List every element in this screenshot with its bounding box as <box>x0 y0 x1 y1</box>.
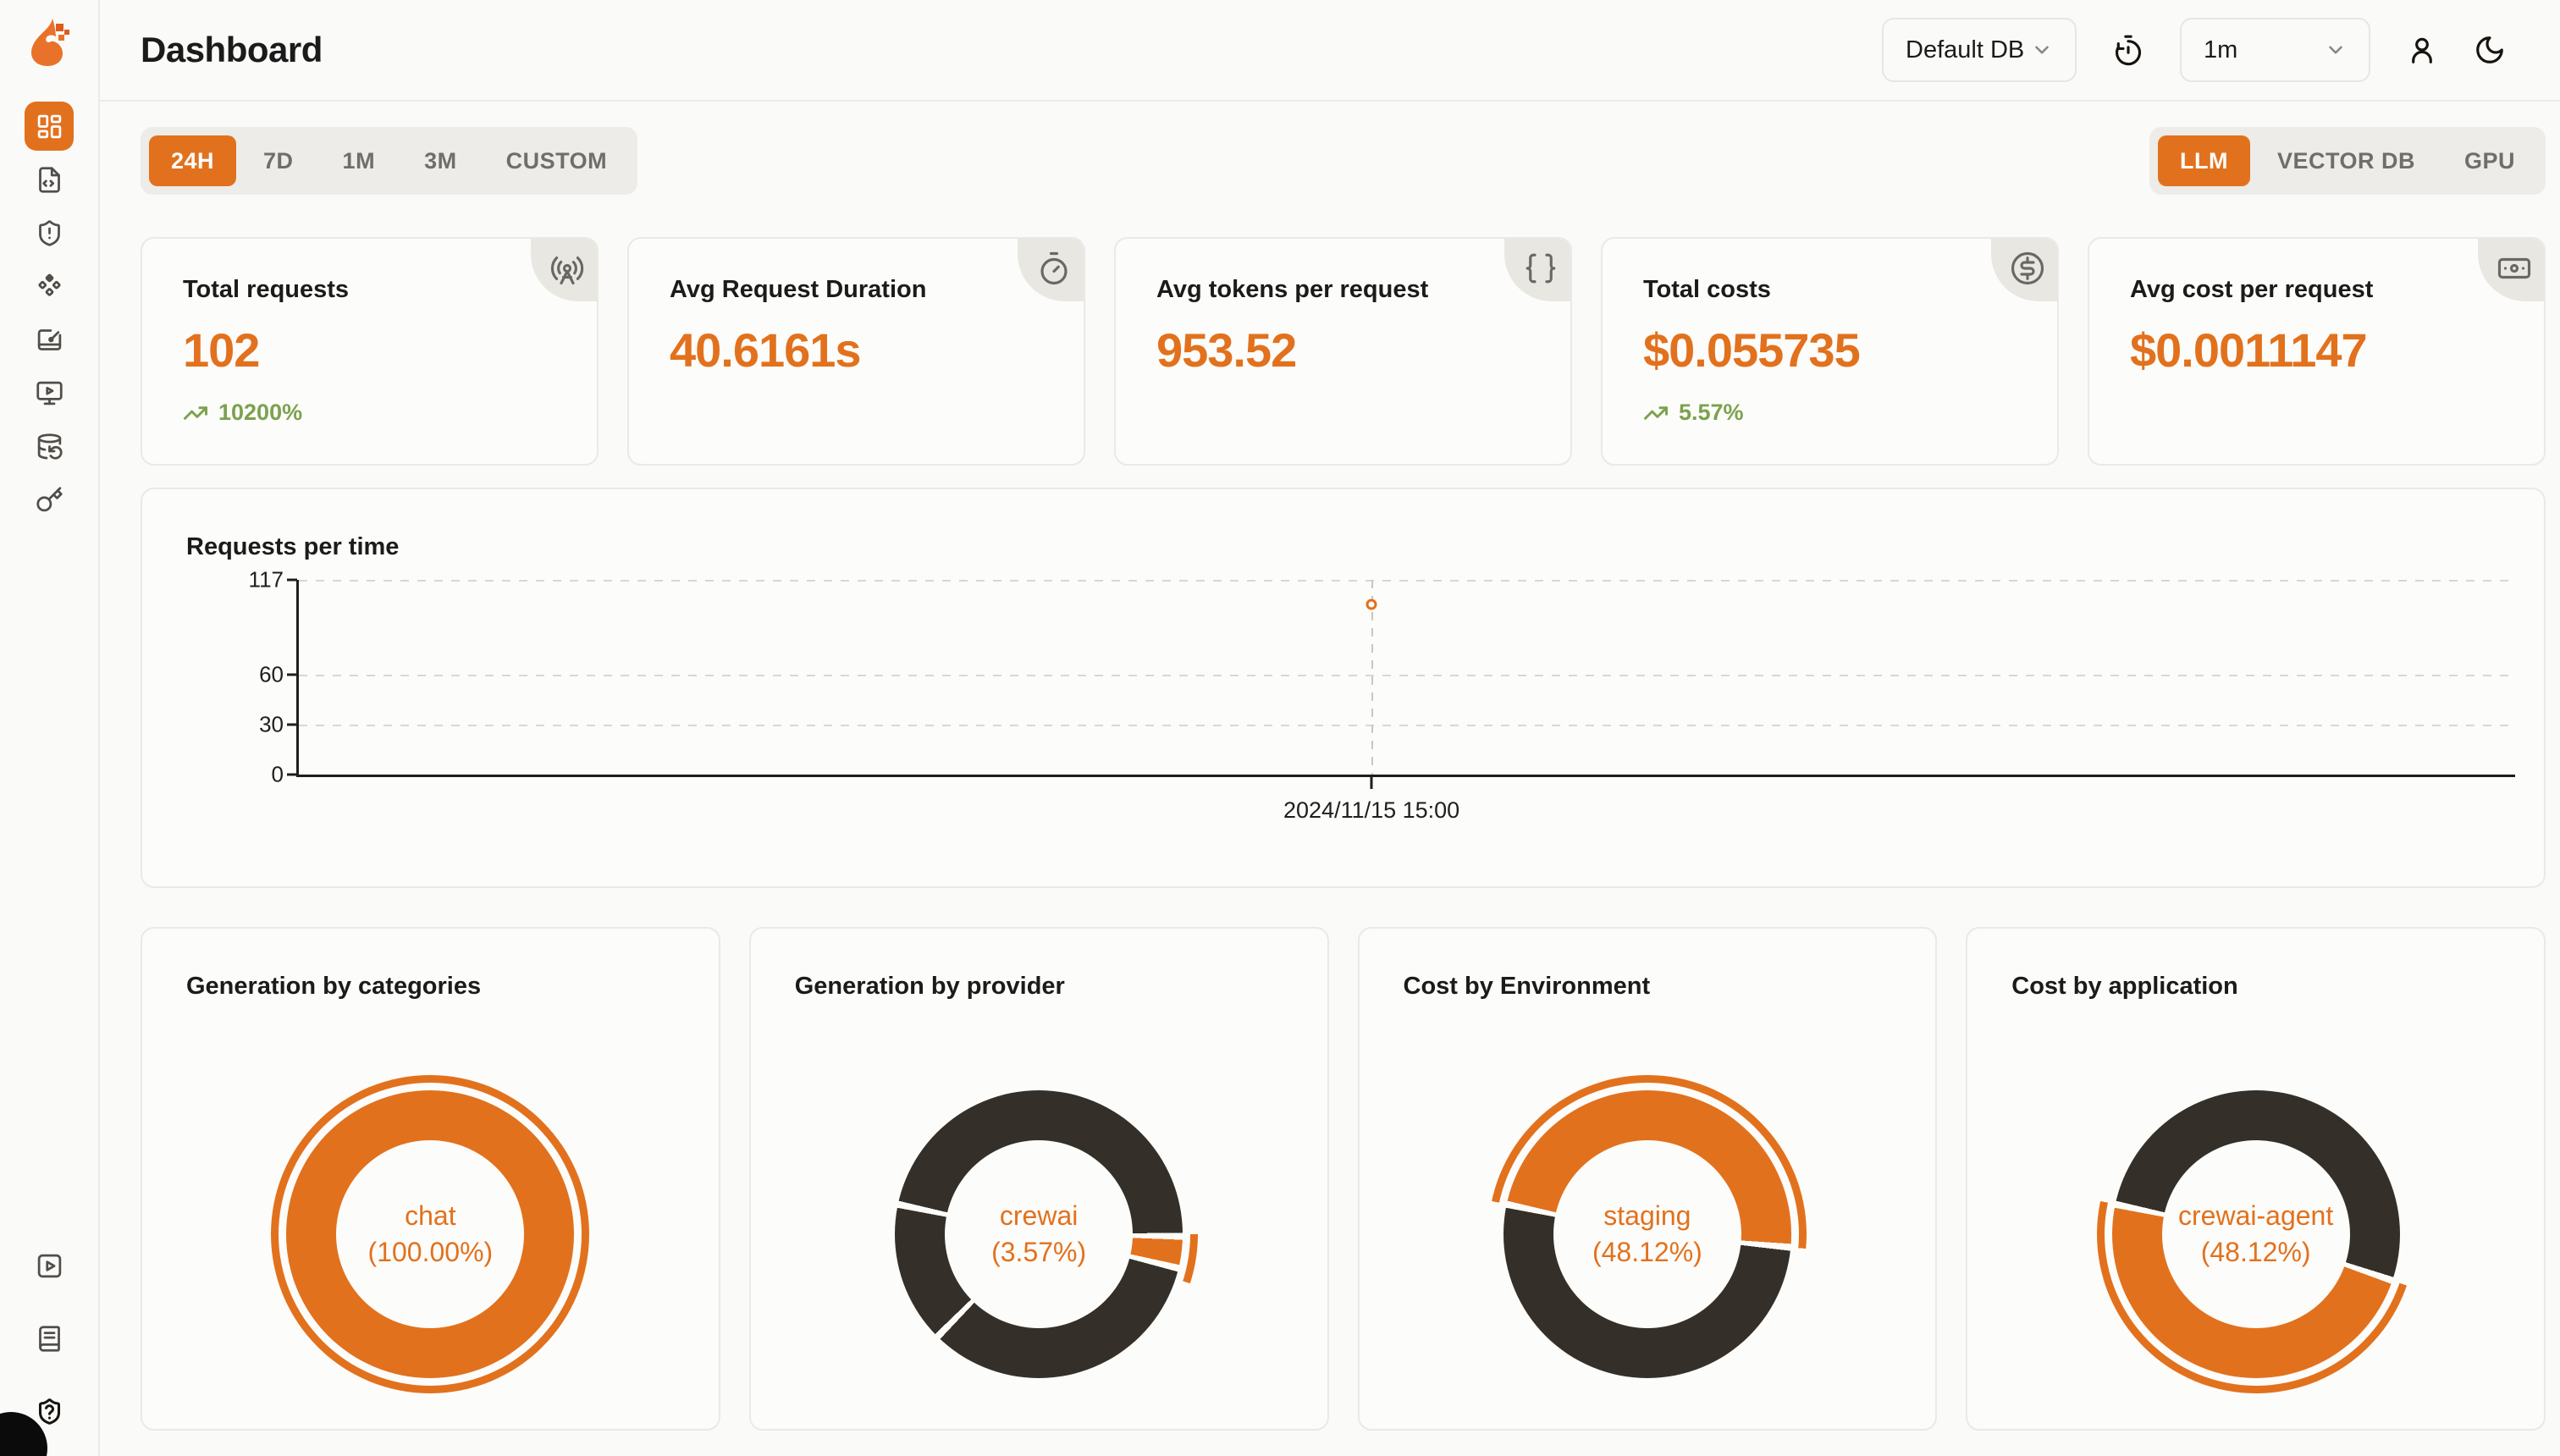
stat-card-total-requests: Total requests 102 10200% <box>141 237 599 466</box>
stat-value: 40.6161s <box>670 323 862 377</box>
banknote-icon <box>2497 257 2531 279</box>
stat-card-avg-tokens: Avg tokens per request 953.52 <box>1114 237 1572 466</box>
stat-label: Avg tokens per request <box>1156 276 1429 303</box>
sidebar-item-evaluations[interactable] <box>25 315 74 364</box>
stat-value: 953.52 <box>1156 323 1297 377</box>
donut-title: Generation by categories <box>186 973 482 1000</box>
trend-up-icon <box>184 405 207 420</box>
refresh-interval-select[interactable]: 1m <box>2180 18 2370 82</box>
stat-card-avg-cost: Avg cost per request $0.0011147 <box>2088 237 2546 466</box>
environment-donut-chart: staging (48.12%) <box>1487 1075 1807 1393</box>
timer-reset-icon[interactable] <box>2112 34 2144 66</box>
refresh-interval-value: 1m <box>2204 36 2238 63</box>
tab-3m[interactable]: 3M <box>402 135 479 186</box>
generation-by-provider-card: Generation by provider crewai (3.57%) <box>748 927 1329 1431</box>
chevron-down-icon <box>2035 46 2049 54</box>
sidebar-item-exceptions[interactable] <box>25 208 74 257</box>
header-controls: Default DB 1m <box>1882 18 2506 82</box>
radio-tower-icon <box>550 256 584 285</box>
trend-up-icon <box>1644 405 1668 420</box>
header: Dashboard Default DB 1m <box>100 0 2560 102</box>
database-backup-icon <box>37 433 63 460</box>
key-icon <box>36 486 63 511</box>
sidebar-item-support[interactable] <box>25 1387 74 1436</box>
main-content: 24H 7D 1M 3M CUSTOM LLM VECTOR DB GPU To… <box>100 102 2560 1431</box>
donut-center-label: crewai-agent (48.12%) <box>2178 1200 2334 1267</box>
stat-value: $0.0011147 <box>2130 323 2368 377</box>
stat-value: 102 <box>183 323 260 377</box>
moon-icon[interactable] <box>2474 34 2506 66</box>
book-icon <box>38 1325 60 1352</box>
stat-label: Avg cost per request <box>2130 276 2374 303</box>
braces-icon <box>1526 253 1556 284</box>
categories-donut-chart: chat (100.00%) <box>271 1075 590 1393</box>
sidebar-item-api-keys[interactable] <box>25 475 74 524</box>
openlit-flame-logo <box>22 15 76 69</box>
tab-24h[interactable]: 24H <box>149 135 237 186</box>
stat-cards-row: Total requests 102 10200% Avg Request Du… <box>141 237 2546 466</box>
shield-alert-icon <box>38 219 60 246</box>
line-data-point <box>1366 598 1377 610</box>
square-play-icon <box>37 1254 61 1277</box>
category-tabs: LLM VECTOR DB GPU <box>2149 127 2546 195</box>
shield-question-icon <box>38 1398 60 1425</box>
sidebar <box>0 0 100 1456</box>
stat-delta: 5.57% <box>1643 400 2017 426</box>
donut-center-label: chat (100.00%) <box>367 1200 494 1267</box>
tab-1m[interactable]: 1M <box>321 135 398 186</box>
sidebar-item-requests[interactable] <box>25 155 74 204</box>
requests-plot: 0 30 60 117 2024/11/15 15:00 <box>249 567 2515 823</box>
chevron-down-icon <box>2329 46 2342 54</box>
layout-dashboard-icon <box>37 114 61 138</box>
stat-label: Total costs <box>1643 276 1771 303</box>
file-code-icon <box>38 166 60 193</box>
dollar-circle-icon <box>2011 251 2044 285</box>
generation-by-categories-card: Generation by categories chat (100.00%) <box>141 927 720 1431</box>
donut-cards-row: Generation by categories chat (100.00%) … <box>141 927 2546 1431</box>
sidebar-item-database-config[interactable] <box>25 422 74 471</box>
requests-per-time-card: Requests per time 0 30 60 117 2024/11/15 15:… <box>141 488 2546 888</box>
chart-title: Requests per time <box>186 533 400 560</box>
cost-by-application-card: Cost by application crewai-agent (48.12%… <box>1966 927 2546 1431</box>
database-select[interactable]: Default DB <box>1882 18 2077 82</box>
stat-card-avg-duration: Avg Request Duration 40.6161s <box>627 237 1085 466</box>
donut-title: Cost by Environment <box>1403 973 1651 1000</box>
donut-title: Cost by application <box>2011 973 2238 1000</box>
sidebar-item-documentation[interactable] <box>25 1314 74 1363</box>
stat-value: $0.055735 <box>1643 323 1861 377</box>
monitor-play-icon <box>36 381 63 405</box>
x-axis-tick-label: 2024/11/15 15:00 <box>1283 797 1460 823</box>
time-range-tabs: 24H 7D 1M 3M CUSTOM <box>141 127 638 195</box>
tab-vector-db[interactable]: VECTOR DB <box>2255 135 2437 186</box>
board-edit-icon <box>37 328 61 350</box>
provider-donut-chart: crewai (3.57%) <box>880 1075 1199 1393</box>
sidebar-footer <box>25 1241 74 1436</box>
sidebar-item-prompt-vault[interactable] <box>25 262 74 311</box>
stat-card-total-costs: Total costs $0.055735 5.57% <box>1601 237 2059 466</box>
stat-label: Avg Request Duration <box>670 276 927 303</box>
sidebar-item-playground[interactable] <box>25 368 74 417</box>
donut-title: Generation by provider <box>794 973 1065 1000</box>
component-diamonds-icon <box>37 273 61 296</box>
stat-label: Total requests <box>183 276 350 303</box>
donut-center-label: staging (48.12%) <box>1592 1200 1702 1267</box>
filter-tabs-row: 24H 7D 1M 3M CUSTOM LLM VECTOR DB GPU <box>141 127 2546 195</box>
cost-by-environment-card: Cost by Environment staging (48.12%) <box>1357 927 1938 1431</box>
sidebar-nav <box>25 102 74 524</box>
stopwatch-icon <box>1040 251 1068 285</box>
user-icon[interactable] <box>2406 34 2438 66</box>
sidebar-item-dashboard[interactable] <box>25 102 74 151</box>
tab-7d[interactable]: 7D <box>241 135 316 186</box>
page-title: Dashboard <box>141 30 323 69</box>
donut-center-label: crewai (3.57%) <box>991 1200 1087 1267</box>
sidebar-item-getting-started[interactable] <box>25 1241 74 1290</box>
tab-custom[interactable]: CUSTOM <box>484 135 630 186</box>
tab-gpu[interactable]: GPU <box>2442 135 2537 186</box>
database-select-value: Default DB <box>1906 36 2025 63</box>
stat-delta: 10200% <box>183 400 556 426</box>
tab-llm[interactable]: LLM <box>2157 135 2250 186</box>
application-donut-chart: crewai-agent (48.12%) <box>2096 1075 2415 1393</box>
